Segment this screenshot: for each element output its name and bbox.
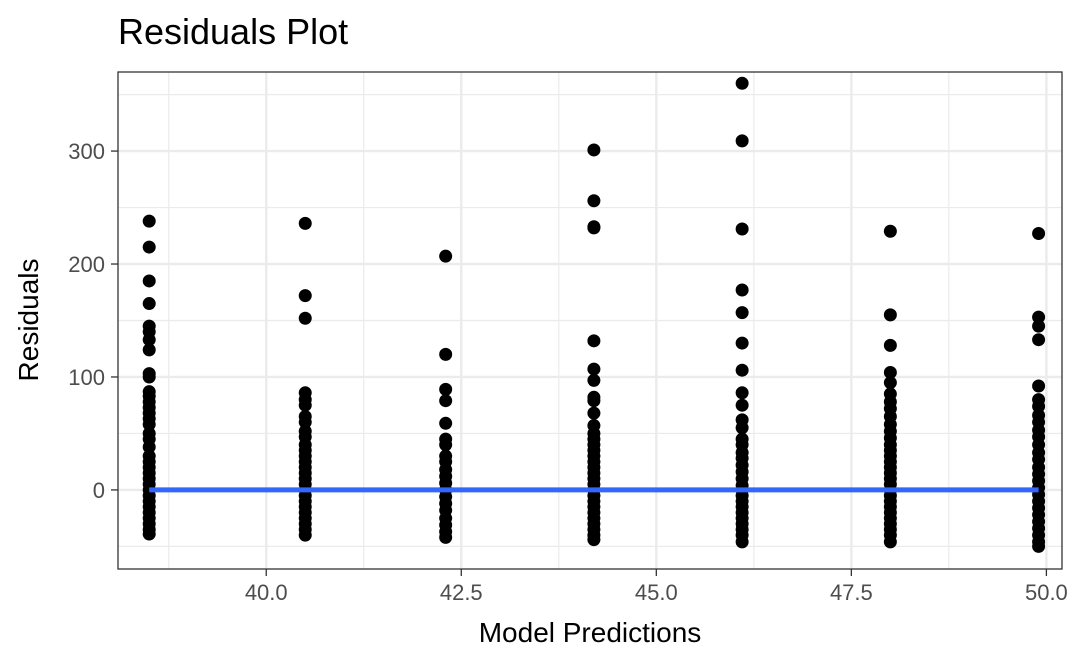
y-tick-label: 200 — [68, 252, 105, 277]
data-point — [735, 363, 749, 377]
data-point — [142, 333, 156, 347]
data-point — [1032, 333, 1046, 347]
y-tick-label: 300 — [68, 139, 105, 164]
data-point — [735, 398, 749, 412]
x-tick-label: 45.0 — [635, 580, 678, 605]
data-point — [142, 214, 156, 228]
data-point — [142, 274, 156, 288]
data-point — [142, 240, 156, 254]
y-tick-label: 100 — [68, 365, 105, 390]
data-point — [1032, 227, 1046, 241]
data-point — [587, 221, 601, 235]
data-point — [1032, 319, 1046, 333]
data-point — [142, 440, 156, 454]
data-point — [883, 338, 897, 352]
data-point — [439, 382, 453, 396]
data-point — [883, 365, 897, 379]
data-point — [587, 194, 601, 208]
scatter-points — [142, 76, 1046, 553]
y-axis-title: Residuals — [13, 259, 44, 382]
x-tick-label: 42.5 — [440, 580, 483, 605]
panel-border — [117, 71, 1063, 570]
data-point — [587, 334, 601, 348]
data-point — [298, 311, 312, 325]
data-point — [142, 527, 156, 541]
data-point — [587, 533, 601, 547]
data-point — [142, 343, 156, 357]
data-point — [735, 283, 749, 297]
x-axis-ticks: 40.0 42.5 45.0 47.5 50.0 — [245, 569, 1068, 605]
x-tick-label: 40.0 — [245, 580, 288, 605]
data-point — [439, 416, 453, 430]
data-point — [298, 216, 312, 230]
data-point — [883, 376, 897, 390]
data-point — [735, 134, 749, 148]
data-point — [439, 249, 453, 263]
data-point — [883, 224, 897, 238]
data-point — [735, 421, 749, 435]
data-point — [142, 297, 156, 311]
x-tick-label: 47.5 — [830, 580, 873, 605]
data-point — [883, 535, 897, 549]
data-point — [439, 347, 453, 361]
data-point — [1032, 379, 1046, 393]
data-point — [735, 306, 749, 320]
x-tick-label: 50.0 — [1025, 580, 1068, 605]
y-tick-label: 0 — [93, 478, 105, 503]
data-point — [298, 528, 312, 542]
data-point — [298, 398, 312, 412]
data-point — [439, 438, 453, 452]
data-point — [735, 336, 749, 350]
data-point — [587, 143, 601, 157]
chart-title: Residuals Plot — [118, 11, 348, 52]
data-point — [142, 417, 156, 431]
data-point — [298, 289, 312, 303]
data-point — [587, 362, 601, 376]
y-axis-ticks: 0 100 200 300 — [68, 139, 118, 503]
data-point — [735, 222, 749, 236]
data-point — [1032, 539, 1046, 553]
data-point — [883, 308, 897, 322]
data-point — [587, 406, 601, 420]
data-point — [439, 530, 453, 544]
data-point — [142, 370, 156, 384]
data-point — [439, 394, 453, 408]
data-point — [1032, 399, 1046, 413]
data-point — [587, 394, 601, 408]
data-point — [298, 415, 312, 429]
data-point — [735, 76, 749, 90]
x-axis-title: Model Predictions — [479, 617, 702, 648]
data-point — [587, 373, 601, 387]
data-point — [735, 535, 749, 549]
data-point — [1032, 310, 1046, 324]
data-point — [735, 386, 749, 400]
